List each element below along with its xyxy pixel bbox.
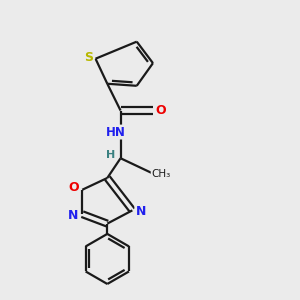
Text: CH₃: CH₃ <box>152 169 171 178</box>
Text: O: O <box>69 182 79 194</box>
Text: S: S <box>85 51 94 64</box>
Text: H: H <box>106 150 115 160</box>
Text: N: N <box>135 205 146 218</box>
Text: HN: HN <box>106 125 126 139</box>
Text: O: O <box>155 104 166 117</box>
Text: N: N <box>68 209 79 222</box>
